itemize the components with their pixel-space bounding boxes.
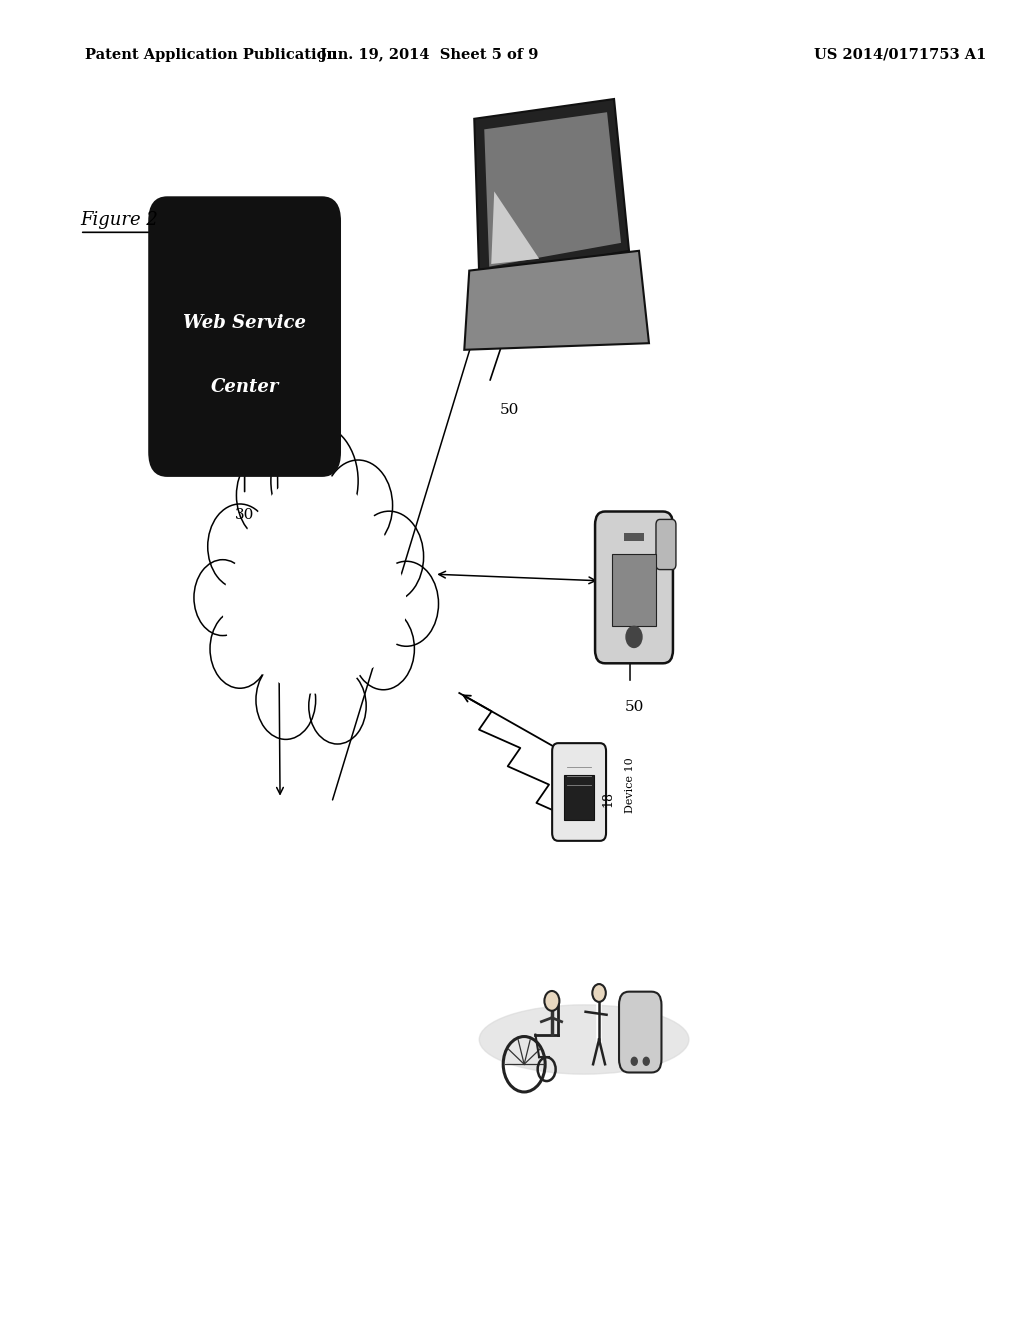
FancyBboxPatch shape bbox=[552, 743, 606, 841]
Circle shape bbox=[234, 480, 395, 694]
Text: US 2014/0171753 A1: US 2014/0171753 A1 bbox=[814, 48, 986, 62]
Bar bbox=[624, 532, 644, 541]
Circle shape bbox=[592, 985, 606, 1002]
Text: Web Service: Web Service bbox=[183, 314, 306, 333]
Circle shape bbox=[626, 626, 642, 647]
FancyBboxPatch shape bbox=[595, 511, 673, 663]
Circle shape bbox=[210, 610, 269, 688]
Circle shape bbox=[256, 660, 315, 739]
Text: Figure 2: Figure 2 bbox=[80, 211, 158, 230]
Polygon shape bbox=[492, 191, 540, 264]
Circle shape bbox=[354, 511, 424, 602]
Circle shape bbox=[324, 461, 392, 552]
Circle shape bbox=[631, 1057, 637, 1065]
FancyBboxPatch shape bbox=[656, 519, 676, 570]
Circle shape bbox=[303, 536, 407, 672]
Bar bbox=[612, 553, 656, 626]
Circle shape bbox=[271, 424, 358, 539]
FancyBboxPatch shape bbox=[620, 991, 662, 1072]
Text: Jun. 19, 2014  Sheet 5 of 9: Jun. 19, 2014 Sheet 5 of 9 bbox=[321, 48, 539, 62]
Polygon shape bbox=[474, 99, 629, 277]
Circle shape bbox=[222, 540, 326, 676]
Text: 50: 50 bbox=[625, 700, 644, 714]
Circle shape bbox=[222, 540, 326, 676]
Text: 30: 30 bbox=[234, 508, 254, 521]
Text: Center: Center bbox=[210, 378, 279, 396]
Circle shape bbox=[251, 473, 378, 640]
Bar bbox=[564, 775, 594, 820]
Circle shape bbox=[545, 991, 559, 1011]
Text: 18: 18 bbox=[601, 791, 614, 807]
Circle shape bbox=[309, 668, 367, 744]
Circle shape bbox=[643, 1057, 649, 1065]
Circle shape bbox=[303, 536, 407, 672]
Polygon shape bbox=[484, 112, 621, 267]
Circle shape bbox=[208, 504, 272, 589]
Text: Device 10: Device 10 bbox=[625, 758, 635, 813]
Circle shape bbox=[194, 560, 251, 636]
Text: 50: 50 bbox=[500, 403, 519, 417]
Circle shape bbox=[374, 561, 438, 647]
Polygon shape bbox=[464, 251, 649, 350]
Circle shape bbox=[352, 607, 415, 690]
FancyBboxPatch shape bbox=[150, 198, 340, 477]
Circle shape bbox=[234, 480, 395, 694]
Ellipse shape bbox=[479, 1005, 689, 1074]
Circle shape bbox=[237, 450, 305, 541]
Circle shape bbox=[251, 473, 378, 640]
Text: Patent Application Publication: Patent Application Publication bbox=[85, 48, 337, 62]
